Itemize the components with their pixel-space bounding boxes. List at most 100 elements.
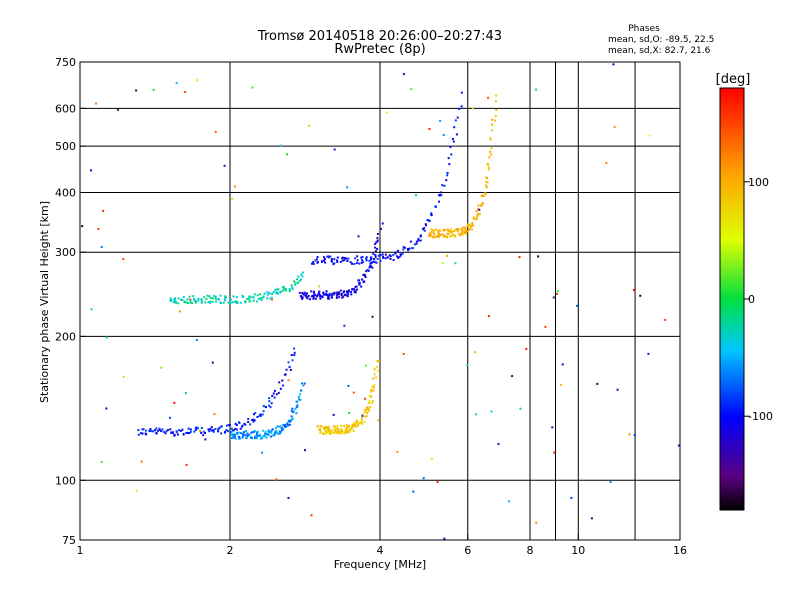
colorbar-label: [deg] (716, 72, 751, 87)
data-point (484, 184, 487, 187)
data-point (304, 294, 307, 297)
data-point (385, 111, 388, 114)
data-point (189, 299, 192, 302)
colorbar-gradient (720, 88, 744, 510)
data-point (376, 360, 379, 363)
data-point (264, 430, 267, 433)
data-point (302, 384, 305, 387)
data-point (260, 299, 263, 302)
data-point (364, 276, 367, 279)
data-point (231, 301, 234, 304)
data-point (370, 401, 373, 404)
data-point (428, 220, 431, 223)
data-point (303, 382, 306, 385)
data-point (253, 293, 256, 296)
data-point (224, 299, 227, 302)
data-point (105, 336, 108, 339)
data-point (320, 260, 323, 263)
data-point (511, 375, 514, 378)
data-point (357, 422, 360, 425)
data-point (214, 297, 217, 300)
data-point (212, 429, 215, 432)
data-point (479, 204, 482, 207)
data-point (372, 386, 375, 389)
data-point (204, 438, 207, 441)
data-point (187, 302, 190, 305)
data-point (639, 294, 642, 297)
y-tick-label: 500 (55, 140, 76, 153)
data-point (361, 422, 364, 425)
data-point (156, 429, 159, 432)
data-point (161, 428, 164, 431)
data-point (475, 217, 478, 220)
data-point (144, 429, 147, 432)
data-point (336, 259, 339, 262)
data-point (180, 298, 183, 301)
x-tick-label: 2 (227, 544, 234, 557)
data-point (259, 297, 262, 300)
data-point (361, 415, 364, 418)
data-point (354, 421, 357, 424)
data-point (275, 478, 278, 481)
data-point (219, 294, 222, 297)
data-point (230, 431, 233, 434)
data-point (282, 428, 285, 431)
data-point (335, 296, 338, 299)
data-point (384, 253, 387, 256)
data-point (361, 259, 364, 262)
data-point (256, 434, 259, 437)
data-point (235, 424, 238, 427)
data-point (342, 291, 345, 294)
data-point (200, 300, 203, 303)
data-point (324, 428, 327, 431)
data-point (268, 397, 271, 400)
data-point (358, 262, 361, 265)
data-point (353, 288, 356, 291)
data-point (331, 260, 334, 263)
data-point (447, 157, 450, 160)
data-point (281, 286, 284, 289)
data-point (306, 297, 309, 300)
data-point (259, 433, 262, 436)
data-point (316, 256, 319, 259)
data-point (452, 140, 455, 143)
data-point (296, 278, 299, 281)
data-point (171, 431, 174, 434)
data-point (449, 228, 452, 231)
data-point (298, 291, 301, 294)
data-point (436, 480, 439, 483)
data-point (456, 116, 459, 119)
data-point (335, 292, 338, 295)
data-point (261, 451, 264, 454)
data-point (338, 296, 341, 299)
data-point (276, 292, 279, 295)
data-point (280, 290, 283, 293)
data-point (481, 195, 484, 198)
data-point (95, 102, 98, 105)
data-point (402, 248, 405, 251)
data-point (612, 63, 615, 66)
data-point (319, 297, 322, 300)
data-point (178, 310, 181, 313)
data-point (178, 429, 181, 432)
data-point (353, 424, 356, 427)
data-point (360, 285, 363, 288)
data-point (376, 240, 379, 243)
data-point (202, 434, 205, 437)
data-point (194, 299, 197, 302)
data-point (339, 432, 342, 435)
data-point (275, 288, 278, 291)
data-point (279, 387, 282, 390)
colorbar: [deg] 100 0 -100 (716, 72, 773, 511)
data-point (324, 258, 327, 261)
data-point (365, 256, 368, 259)
data-point (343, 425, 346, 428)
data-point (272, 291, 275, 294)
data-point (200, 427, 203, 430)
data-point (280, 429, 283, 432)
data-point (326, 255, 329, 258)
data-point (258, 435, 261, 438)
data-point (174, 301, 177, 304)
data-point (445, 179, 448, 182)
chart-title: Tromsø 20140518 20:26:00–20:27:43 (257, 29, 502, 44)
